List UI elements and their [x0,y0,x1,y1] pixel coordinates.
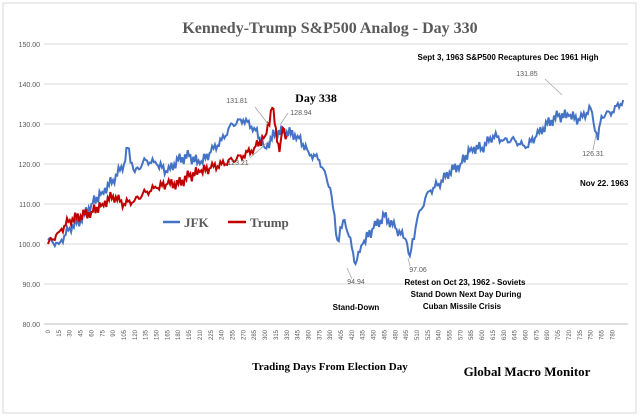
x-tick-label: 300 [263,329,269,340]
x-tick-label: 585 [469,329,475,340]
x-tick-label: 765 [599,329,605,340]
annotation-label: Stand-Down [333,303,380,312]
annotation-leader [592,134,597,151]
x-tick-label: 645 [513,329,519,340]
x-tick-label: 405 [339,329,345,340]
x-tick-label: 255 [230,329,236,340]
annotation-label: Stand Down Next Day During [411,290,522,299]
x-tick-label: 720 [567,329,573,340]
x-tick-label: 60 [89,329,95,336]
annotation-label: 94.94 [347,279,365,286]
x-tick-label: 270 [241,329,247,340]
x-tick-label: 555 [448,329,454,340]
annotation-label: 97.06 [409,267,427,274]
annotation-label: 123.21 [227,160,249,167]
x-axis-label: Trading Days From Election Day [252,361,408,373]
x-tick-label: 600 [480,329,486,340]
x-tick-label: 135 [144,329,150,340]
x-tick-label: 195 [187,329,193,340]
x-tick-label: 435 [361,329,367,340]
x-tick-label: 510 [415,329,421,340]
series-line-trump [47,106,288,245]
x-tick-label: 285 [252,329,258,340]
x-tick-label: 465 [382,329,388,340]
annotation-label: 131.81 [226,98,248,105]
y-tick-label: 110.00 [19,202,40,209]
x-tick-label: 210 [198,329,204,340]
x-tick-label: 150 [155,329,161,340]
x-tick-label: 495 [404,329,410,340]
chart-frame [2,2,637,414]
y-tick-label: 120.00 [19,162,41,169]
series-line-jfk [47,99,625,267]
x-tick-label: 375 [317,329,323,340]
x-tick-label: 0 [46,329,52,333]
x-tick-label: 240 [220,329,226,340]
annotation-label: Retest on Oct 23, 1962 - Soviets [405,278,526,287]
x-tick-label: 480 [393,329,399,340]
x-tick-label: 690 [545,329,551,340]
x-tick-label: 615 [491,329,497,340]
annotation-leader [407,257,411,267]
annotation-label: 131.85 [516,71,538,78]
x-tick-label: 525 [426,329,432,340]
x-tick-label: 705 [556,329,562,340]
x-tick-label: 75 [100,329,106,336]
annotation-leader [346,267,353,280]
x-tick-label: 570 [458,329,464,340]
x-tick-label: 450 [372,329,378,340]
annotation-leader [254,106,269,125]
x-tick-label: 15 [57,329,63,336]
x-tick-label: 315 [274,329,280,340]
legend-label-jfk: JFK [184,215,209,230]
x-tick-label: 225 [209,329,215,340]
x-tick-label: 735 [578,329,584,340]
y-tick-label: 90.00 [22,282,40,289]
annotation-label: 126.31 [582,151,604,158]
y-tick-label: 100.00 [19,242,41,249]
x-tick-label: 90 [111,329,117,336]
annotation-leader [249,139,271,159]
y-tick-label: 140.00 [19,82,41,89]
x-tick-label: 120 [133,329,139,340]
x-tick-label: 750 [589,329,595,340]
x-tick-label: 360 [306,329,312,340]
x-tick-label: 390 [328,329,334,340]
x-tick-label: 30 [68,329,74,336]
chart-title: Kennedy-Trump S&P500 Analog - Day 330 [182,20,477,37]
annotation-label: Cuban Missile Crisis [423,302,502,311]
source-label: Global Macro Monitor [464,364,591,379]
legend-label-trump: Trump [250,215,289,230]
x-tick-label: 165 [165,329,171,340]
y-tick-label: 80.00 [22,322,40,329]
x-tick-label: 540 [437,329,443,340]
annotation-leader [279,112,289,126]
x-tick-label: 105 [122,329,128,340]
x-tick-label: 675 [534,329,540,340]
x-tick-label: 660 [524,329,530,340]
annotation-label: Nov 22. 1963 [580,179,629,188]
x-tick-label: 180 [176,329,182,340]
legend: JFK Trump [163,215,289,230]
annotation-leader [544,78,563,96]
annotation-label: Sept 3, 1963 S&P500 Recaptures Dec 1961 … [418,53,599,62]
x-tick-label: 330 [285,329,291,340]
y-tick-label: 150.00 [19,42,41,49]
annotation-label: Day 338 [295,91,337,105]
x-tick-label: 45 [79,329,85,336]
x-tick-label: 780 [610,329,616,340]
x-tick-label: 345 [296,329,302,340]
x-tick-label: 420 [350,329,356,340]
x-tick-label: 630 [502,329,508,340]
y-tick-label: 130.00 [19,122,41,129]
annotation-label: 128.94 [290,110,312,117]
